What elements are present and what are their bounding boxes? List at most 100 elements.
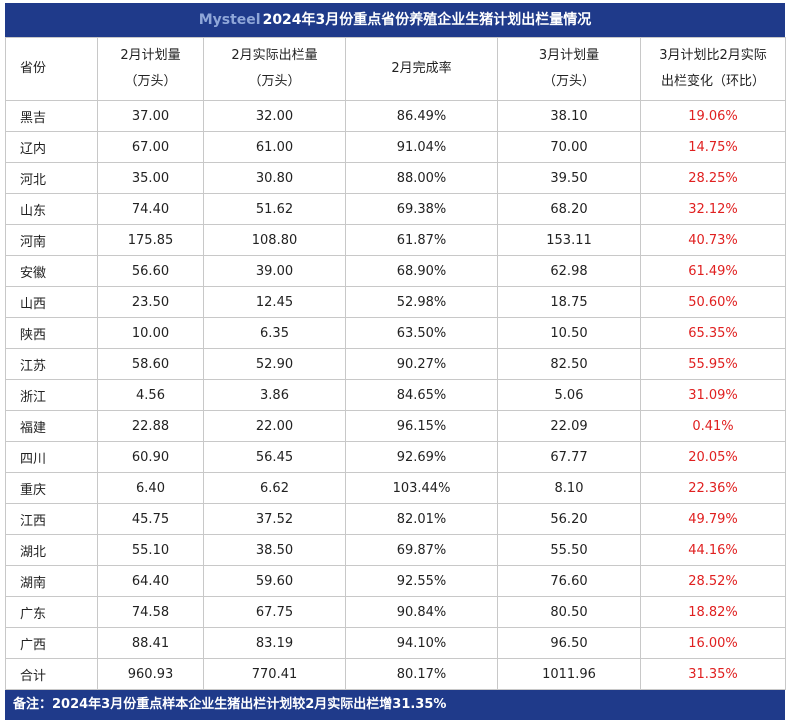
table-cell: 辽内 — [5, 131, 98, 163]
table-row: 山西 23.50 12.45 52.98% 18.75 50.60% — [5, 286, 786, 318]
table-cell: 浙江 — [5, 379, 98, 411]
table-cell: 82.50 — [497, 348, 641, 380]
table-cell: 福建 — [5, 410, 98, 442]
table-cell: 80.50 — [497, 596, 641, 628]
table-cell: 50.60% — [640, 286, 786, 318]
table-cell: 69.38% — [345, 193, 498, 225]
table-cell: 56.60 — [97, 255, 204, 287]
table-cell: 20.05% — [640, 441, 786, 473]
table-cell: 32.00 — [203, 100, 346, 132]
table-cell: 92.55% — [345, 565, 498, 597]
table-row: 河南 175.85 108.80 61.87% 153.11 40.73% — [5, 224, 786, 256]
table-cell: 河南 — [5, 224, 98, 256]
table-cell: 山东 — [5, 193, 98, 225]
table-cell: 58.60 — [97, 348, 204, 380]
header-cell: 3月计划比2月实际 出栏变化（环比） — [640, 37, 786, 101]
table-cell: 64.40 — [97, 565, 204, 597]
table-cell: 70.00 — [497, 131, 641, 163]
table-cell: 合计 — [5, 658, 98, 690]
table-cell: 广东 — [5, 596, 98, 628]
header-row: 省份 2月计划量 （万头） 2月实际出栏量 （万头） 2月完成率 3月计划量 （万头） 3月计划… — [5, 37, 786, 101]
table-cell: 49.79% — [640, 503, 786, 535]
header-text: 出栏变化（环比） — [660, 74, 765, 89]
table-cell: 黑吉 — [5, 100, 98, 132]
table-cell: 55.10 — [97, 534, 204, 566]
table-cell: 59.60 — [203, 565, 346, 597]
table-cell: 960.93 — [97, 658, 204, 690]
title-bar: Mysteel 2024年3月份重点省份养殖企业生猪计划出栏量情况 — [5, 3, 785, 37]
table-row: 广东 74.58 67.75 90.84% 80.50 18.82% — [5, 596, 786, 628]
table-cell: 45.75 — [97, 503, 204, 535]
table-cell: 96.15% — [345, 410, 498, 442]
table-cell: 61.49% — [640, 255, 786, 287]
table-cell: 江苏 — [5, 348, 98, 380]
table-body: 黑吉 37.00 32.00 86.49% 38.10 19.06% 辽内 67.00 61.0… — [5, 100, 786, 690]
table-cell: 55.50 — [497, 534, 641, 566]
table-cell: 40.73% — [640, 224, 786, 256]
table-cell: 84.65% — [345, 379, 498, 411]
table-cell: 63.50% — [345, 317, 498, 349]
table-cell: 10.00 — [97, 317, 204, 349]
table-cell: 3.86 — [203, 379, 346, 411]
header-text: 省份 — [20, 61, 47, 76]
table-cell: 94.10% — [345, 627, 498, 659]
table-cell: 10.50 — [497, 317, 641, 349]
table-cell: 88.41 — [97, 627, 204, 659]
table-row: 四川 60.90 56.45 92.69% 67.77 20.05% — [5, 441, 786, 473]
table-cell: 30.80 — [203, 162, 346, 194]
table-cell: 28.52% — [640, 565, 786, 597]
table-cell: 35.00 — [97, 162, 204, 194]
table-row: 黑吉 37.00 32.00 86.49% 38.10 19.06% — [5, 100, 786, 132]
table-cell: 22.09 — [497, 410, 641, 442]
header-text: 2月实际出栏量 — [231, 48, 318, 63]
table-cell: 湖南 — [5, 565, 98, 597]
table-cell: 55.95% — [640, 348, 786, 380]
table-cell: 60.90 — [97, 441, 204, 473]
table-cell: 22.36% — [640, 472, 786, 504]
header-text: （万头） — [124, 74, 177, 89]
table-row: 湖南 64.40 59.60 92.55% 76.60 28.52% — [5, 565, 786, 597]
table-cell: 广西 — [5, 627, 98, 659]
table-row: 广西 88.41 83.19 94.10% 96.50 16.00% — [5, 627, 786, 659]
table-cell: 44.16% — [640, 534, 786, 566]
table-cell: 31.09% — [640, 379, 786, 411]
table-cell: 90.27% — [345, 348, 498, 380]
table-cell: 90.84% — [345, 596, 498, 628]
table-cell: 39.50 — [497, 162, 641, 194]
table-cell: 68.20 — [497, 193, 641, 225]
table-cell: 56.20 — [497, 503, 641, 535]
table-cell: 56.45 — [203, 441, 346, 473]
header-text: 3月计划比2月实际 — [659, 48, 767, 63]
table-cell: 18.82% — [640, 596, 786, 628]
table-cell: 陕西 — [5, 317, 98, 349]
table-cell: 175.85 — [97, 224, 204, 256]
table-cell: 67.00 — [97, 131, 204, 163]
header-cell: 省份 — [5, 37, 98, 101]
table-cell: 51.62 — [203, 193, 346, 225]
table-cell: 38.10 — [497, 100, 641, 132]
table-cell: 31.35% — [640, 658, 786, 690]
brand: Mysteel — [198, 12, 261, 28]
table-cell: 62.98 — [497, 255, 641, 287]
table-cell: 4.56 — [97, 379, 204, 411]
table-cell: 86.49% — [345, 100, 498, 132]
table-cell: 69.87% — [345, 534, 498, 566]
table-cell: 37.00 — [97, 100, 204, 132]
table-cell: 19.06% — [640, 100, 786, 132]
header-cell: 2月实际出栏量 （万头） — [203, 37, 346, 101]
table-cell: 88.00% — [345, 162, 498, 194]
table-row: 陕西 10.00 6.35 63.50% 10.50 65.35% — [5, 317, 786, 349]
table-row: 河北 35.00 30.80 88.00% 39.50 28.25% — [5, 162, 786, 194]
table-cell: 91.04% — [345, 131, 498, 163]
header-cell: 2月计划量 （万头） — [97, 37, 204, 101]
table-cell: 38.50 — [203, 534, 346, 566]
table-cell: 四川 — [5, 441, 98, 473]
footnote: 备注：2024年3月份重点样本企业生猪出栏计划较2月实际出栏增31.35% — [13, 697, 447, 712]
table-cell: 6.40 — [97, 472, 204, 504]
table-cell: 1011.96 — [497, 658, 641, 690]
table-row: 安徽 56.60 39.00 68.90% 62.98 61.49% — [5, 255, 786, 287]
table-cell: 重庆 — [5, 472, 98, 504]
footer-bar: 备注：2024年3月份重点样本企业生猪出栏计划较2月实际出栏增31.35% — [5, 690, 785, 720]
header-cell: 2月完成率 — [345, 37, 498, 101]
